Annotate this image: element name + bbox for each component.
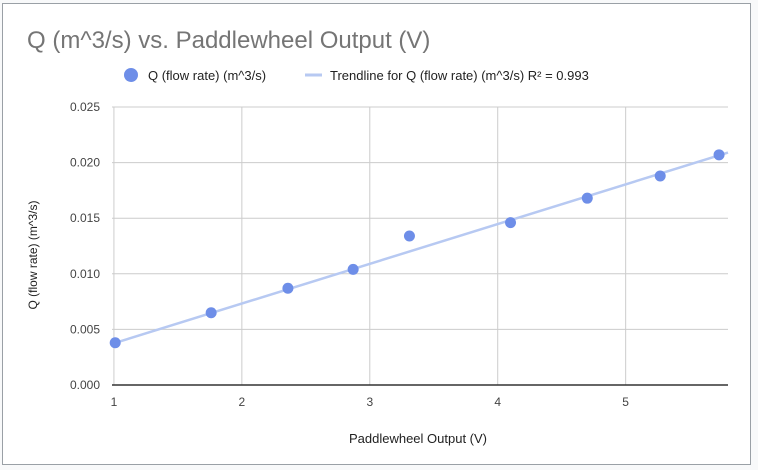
data-point	[713, 149, 725, 161]
x-tick-label: 2	[239, 395, 246, 409]
data-point	[654, 170, 666, 182]
y-axis-tick-labels: 0.000 0.005 0.010 0.015 0.020 0.025	[70, 100, 100, 392]
x-tick-label: 3	[366, 395, 373, 409]
data-point	[109, 337, 121, 349]
data-point	[282, 282, 294, 294]
y-tick-label: 0.000	[70, 378, 100, 392]
y-tick-label: 0.005	[70, 322, 100, 336]
x-tick-label: 5	[622, 395, 629, 409]
legend: Q (flow rate) (m^3/s) Trendline for Q (f…	[124, 68, 589, 83]
x-tick-label: 4	[494, 395, 501, 409]
x-tick-label: 1	[111, 395, 118, 409]
data-points	[109, 149, 725, 349]
data-point	[205, 307, 217, 319]
data-point	[347, 263, 359, 275]
grid	[112, 106, 728, 385]
data-point	[505, 217, 517, 229]
legend-series-label: Q (flow rate) (m^3/s)	[148, 68, 266, 83]
trendline	[111, 151, 729, 346]
legend-series-marker	[124, 68, 138, 82]
y-tick-label: 0.020	[70, 156, 100, 170]
y-axis-title: Q (flow rate) (m^3/s)	[26, 201, 40, 310]
y-tick-label: 0.015	[70, 211, 100, 225]
y-tick-label: 0.010	[70, 267, 100, 281]
legend-trendline-label: Trendline for Q (flow rate) (m^3/s) R² =…	[330, 68, 589, 83]
chart-title: Q (m^3/s) vs. Paddlewheel Output (V)	[27, 27, 430, 54]
x-axis-title: Paddlewheel Output (V)	[349, 431, 487, 446]
y-tick-label: 0.025	[70, 100, 100, 114]
data-point	[403, 230, 415, 242]
data-point	[581, 192, 593, 204]
x-axis-tick-labels: 1 2 3 4 5	[111, 395, 630, 409]
